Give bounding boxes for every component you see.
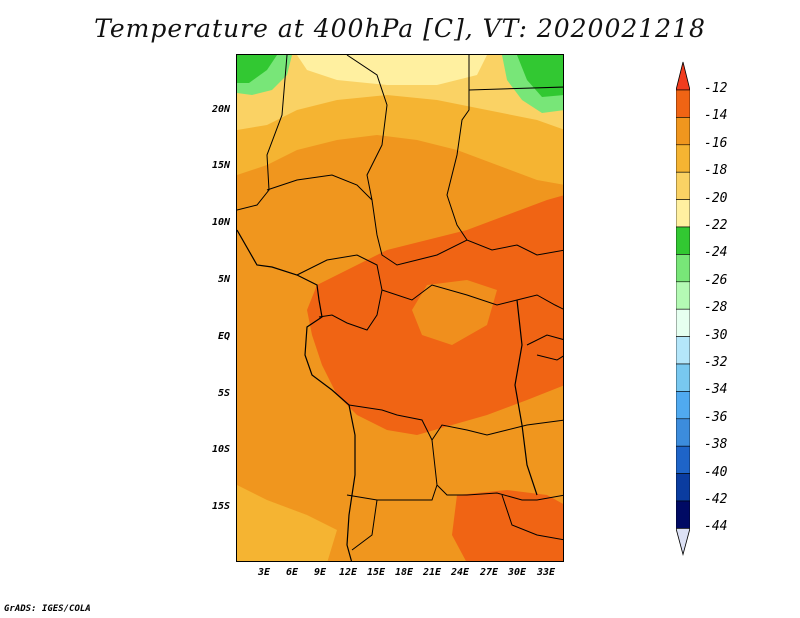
border bbox=[346, 55, 563, 266]
lat-label: 5N bbox=[217, 274, 230, 285]
border bbox=[501, 494, 563, 541]
field-green-nw-dark bbox=[237, 55, 277, 83]
field-minus18-sw bbox=[237, 485, 337, 561]
border bbox=[381, 284, 563, 310]
lon-label: 21E bbox=[422, 567, 442, 578]
colorbar-swatch bbox=[676, 171, 690, 200]
colorbar-swatch bbox=[676, 336, 690, 365]
colorbar-label: -36 bbox=[704, 409, 728, 425]
border bbox=[266, 174, 373, 201]
colorbar-swatch bbox=[676, 500, 690, 529]
colorbar-bottom-arrow bbox=[676, 527, 690, 556]
colorbar-label: -22 bbox=[704, 218, 728, 233]
chart-title: Temperature at 400hPa [C], VT: 202002121… bbox=[94, 14, 706, 43]
colorbar-swatch bbox=[676, 418, 690, 447]
colorbar-swatch bbox=[676, 89, 690, 118]
colorbar-label: -16 bbox=[704, 135, 728, 151]
colorbar-label: -44 bbox=[704, 519, 728, 535]
lat-label: 15N bbox=[211, 160, 230, 171]
colorbar-label: -12 bbox=[704, 81, 728, 96]
lon-label: 15E bbox=[366, 567, 386, 578]
lon-label: 9E bbox=[313, 567, 327, 578]
lat-label: 5S bbox=[217, 388, 230, 399]
border bbox=[348, 404, 563, 441]
colorbar-swatch bbox=[676, 391, 690, 420]
lon-label: 3E bbox=[257, 567, 271, 578]
field-green-ne-dark bbox=[517, 55, 563, 97]
lat-label: 15S bbox=[211, 501, 230, 512]
colorbar-swatch bbox=[676, 445, 690, 474]
colorbar-label: -30 bbox=[704, 327, 728, 343]
colorbar-label: -14 bbox=[704, 108, 728, 124]
lon-label: 33E bbox=[536, 567, 556, 578]
colorbar-label: -32 bbox=[704, 355, 728, 370]
field-minus22-north bbox=[297, 55, 487, 85]
border bbox=[237, 55, 288, 211]
colorbar-swatch bbox=[676, 308, 690, 337]
colorbar-swatch bbox=[676, 226, 690, 255]
lon-label: 27E bbox=[479, 567, 499, 578]
temperature-field bbox=[237, 55, 563, 561]
lat-label: 10N bbox=[211, 217, 230, 228]
colorbar-label: -42 bbox=[704, 492, 728, 507]
colorbar-label: -26 bbox=[704, 272, 728, 288]
lon-label: 24E bbox=[450, 567, 470, 578]
colorbar-label: -34 bbox=[704, 382, 728, 398]
field-minus16-patch bbox=[412, 280, 497, 345]
lon-label: 6E bbox=[285, 567, 299, 578]
colorbar-label: -38 bbox=[704, 437, 728, 453]
border bbox=[296, 254, 383, 331]
lat-label: 10S bbox=[211, 444, 230, 455]
colorbar-swatch bbox=[676, 117, 690, 146]
colorbar-label: -24 bbox=[704, 245, 728, 261]
lon-label: 18E bbox=[394, 567, 414, 578]
colorbar-label: -28 bbox=[704, 300, 728, 316]
lake-border bbox=[514, 299, 538, 496]
border bbox=[351, 499, 378, 551]
border bbox=[346, 484, 438, 501]
colorbar bbox=[676, 61, 690, 556]
colorbar-label: -20 bbox=[704, 190, 728, 206]
colorbar-swatch bbox=[676, 281, 690, 310]
colorbar-swatch bbox=[676, 363, 690, 392]
map-panel bbox=[236, 54, 564, 562]
border bbox=[468, 86, 563, 91]
border bbox=[526, 334, 563, 346]
colorbar-swatch bbox=[676, 144, 690, 173]
colorbar-label: -18 bbox=[704, 163, 728, 179]
lon-label: 30E bbox=[507, 567, 527, 578]
border bbox=[536, 354, 563, 361]
border bbox=[431, 439, 563, 501]
colorbar-label: -40 bbox=[704, 464, 728, 480]
credit-text: GrADS: IGES/COLA bbox=[4, 604, 91, 614]
field-minus14-se bbox=[452, 490, 563, 561]
lat-label: EQ bbox=[217, 331, 230, 342]
colorbar-top-arrow bbox=[676, 61, 690, 91]
lon-label: 12E bbox=[338, 567, 358, 578]
lat-label: 20N bbox=[211, 104, 230, 115]
colorbar-swatch bbox=[676, 199, 690, 228]
colorbar-swatch bbox=[676, 254, 690, 283]
colorbar-swatch bbox=[676, 473, 690, 502]
coastline bbox=[237, 229, 356, 561]
border bbox=[446, 55, 470, 241]
